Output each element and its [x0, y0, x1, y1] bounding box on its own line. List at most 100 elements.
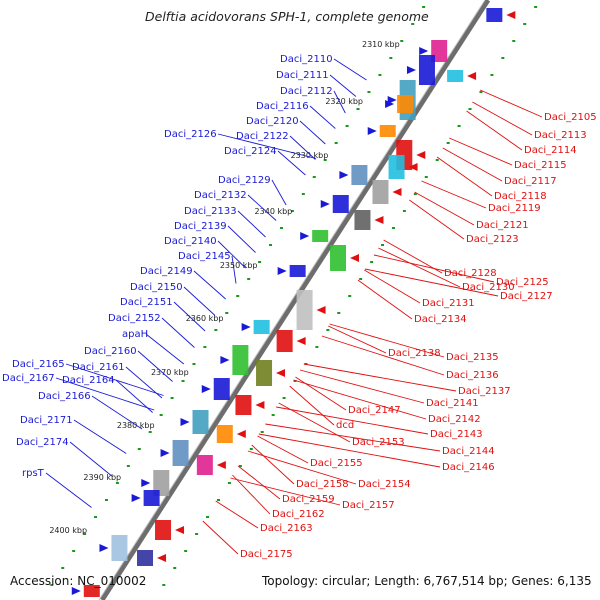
leader-line-reverse	[329, 323, 445, 358]
gene-arrow	[296, 337, 306, 345]
gene-arrow	[216, 461, 226, 469]
gene-label-forward: Daci_2152	[108, 313, 161, 324]
tick-dot	[337, 312, 341, 314]
gene-label-forward: Daci_2126	[164, 129, 217, 140]
gene-block	[143, 490, 160, 506]
tick-dot	[435, 159, 439, 161]
gene-label-reverse: Daci_2147	[348, 405, 401, 416]
leader-line-reverse	[409, 199, 465, 240]
leader-line-reverse	[215, 500, 259, 529]
gene-block	[137, 550, 154, 566]
tick-dot	[162, 584, 166, 586]
gene-block	[276, 330, 293, 352]
tick-dot	[195, 533, 199, 535]
leader-line-reverse	[258, 433, 441, 468]
leader-line-forward	[227, 225, 256, 253]
leader-line-forward	[289, 135, 316, 160]
backbone-line	[99, 0, 491, 600]
gene-label-reverse: Daci_2117	[504, 176, 557, 187]
leader-line-reverse	[251, 444, 295, 485]
gene-arrow	[408, 163, 418, 171]
gene-block	[213, 378, 230, 400]
gene-label-reverse: Daci_2137	[458, 386, 511, 397]
gene-label-forward: Daci_2145	[178, 251, 231, 262]
gene-label-reverse: Daci_2127	[500, 291, 553, 302]
gene-arrow	[339, 171, 349, 179]
gene-label-forward: Daci_2129	[218, 175, 271, 186]
tick-dot	[269, 244, 273, 246]
gene-block	[379, 125, 396, 137]
gene-block	[216, 425, 233, 443]
leader-line-reverse	[295, 376, 347, 411]
tick-dot	[293, 380, 297, 382]
kbp-label: 2400 kbp	[49, 526, 87, 535]
tick-dot	[126, 465, 130, 467]
gene-label-reverse: Daci_2119	[488, 203, 541, 214]
gene-label-forward: Daci_2124	[224, 146, 277, 157]
tick-dot	[323, 159, 327, 161]
gene-block	[256, 360, 273, 386]
gene-label-reverse: Daci_2136	[446, 370, 499, 381]
tick-dot	[61, 567, 65, 569]
leader-line-forward	[161, 317, 195, 348]
tick-dot	[290, 210, 294, 212]
tick-dot	[137, 448, 141, 450]
kbp-label: 2320 kbp	[325, 97, 363, 106]
gene-label-reverse: Daci_2162	[272, 509, 325, 520]
gene-arrow	[141, 479, 151, 487]
gene-arrow	[367, 127, 377, 135]
leader-line-reverse	[247, 450, 357, 485]
tick-dot	[83, 533, 87, 535]
backbone-shadow	[98, 0, 486, 600]
gene-label-forward: Daci_2140	[164, 236, 217, 247]
gene-block	[431, 40, 448, 62]
leader-line-reverse	[378, 247, 461, 288]
tick-dot	[260, 431, 264, 433]
tick-dot	[271, 414, 275, 416]
tick-dot	[367, 91, 371, 93]
leader-line-forward	[247, 194, 277, 221]
gene-label-reverse: Daci_2130	[462, 282, 515, 293]
kbp-label: 2340 kbp	[255, 207, 293, 216]
gene-label-reverse: Daci_2163	[260, 523, 313, 534]
gene-block	[332, 195, 349, 213]
tick-dot	[315, 346, 319, 348]
leader-line-reverse	[328, 325, 387, 354]
tick-dot	[279, 227, 283, 229]
leader-line-reverse	[449, 137, 513, 166]
tick-dot	[203, 346, 207, 348]
leader-line-forward	[73, 419, 127, 454]
leader-line-forward	[173, 301, 206, 332]
tick-dot	[301, 193, 305, 195]
gene-label-forward: Daci_2161	[72, 362, 125, 373]
tick-dot	[523, 23, 527, 25]
gene-label-reverse: Daci_2135	[446, 352, 499, 363]
tick-dot	[312, 176, 316, 178]
gene-arrow	[387, 96, 397, 104]
gene-label-reverse: Daci_2143	[430, 429, 483, 440]
gene-label-forward: Daci_2167	[2, 373, 55, 384]
tick-dot	[227, 482, 231, 484]
map-title-text: Delftia acidovorans SPH-1, complete geno…	[145, 9, 429, 24]
gene-arrow	[385, 100, 395, 108]
tick-dot	[501, 57, 505, 59]
tick-dot	[258, 261, 262, 263]
tick-dot	[236, 295, 240, 297]
tick-dot	[282, 397, 286, 399]
gene-arrow	[277, 267, 287, 275]
gene-label-reverse: Daci_2142	[428, 414, 481, 425]
gene-block	[196, 455, 213, 475]
leader-line-forward	[69, 441, 113, 477]
gene-label-forward: Daci_2112	[280, 86, 333, 97]
gene-block	[330, 245, 347, 271]
gene-arrow	[316, 306, 326, 314]
gene-arrow	[392, 188, 402, 196]
tick-dot	[192, 363, 196, 365]
leader-line-reverse	[479, 89, 543, 118]
gene-block	[354, 210, 371, 230]
leader-line-forward	[183, 286, 216, 316]
gene-block	[153, 470, 170, 496]
gene-label-forward: rpsT	[22, 468, 45, 479]
leader-line-reverse	[265, 423, 441, 452]
gene-block	[351, 165, 368, 185]
